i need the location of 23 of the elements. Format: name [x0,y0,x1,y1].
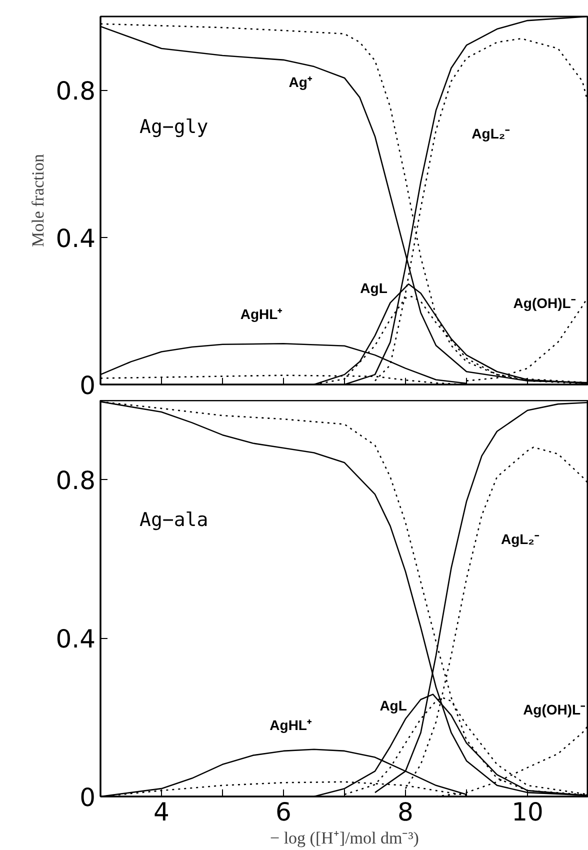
annotation: AgL₂⁻ [500,531,540,548]
annotation: Ag(OH)L⁻ [523,701,586,718]
y-axis-title: Mole fraction [28,154,48,247]
y-tick-label: 0 [80,783,96,812]
y-tick-label: 0.8 [56,466,96,496]
text: Ag−gly [140,116,208,138]
x-axis-title: − log ([H⁺]/mol dm⁻³) [270,828,419,848]
y-tick-label: 0.8 [56,76,96,106]
annotation: AgL₂⁻ [472,126,510,142]
x-tick-label: 8 [398,798,414,826]
y-tick-label: 0 [80,371,96,400]
annotation: AgHL⁺ [270,717,312,734]
text: Ag−ala [140,509,208,532]
annotation: AgL [380,697,408,714]
x-tick-label: 4 [154,798,170,826]
annotation: AgHL⁺ [240,306,283,322]
annotation: AgL [360,280,388,296]
x-tick-label: 6 [276,798,292,826]
annotation: Ag(OH)L⁻ [513,294,576,311]
annotation: Ag⁺ [288,74,312,90]
x-tick-label: 10 [512,798,544,826]
y-tick-label: 0.4 [56,224,96,253]
y-tick-label: 0.4 [56,624,96,654]
